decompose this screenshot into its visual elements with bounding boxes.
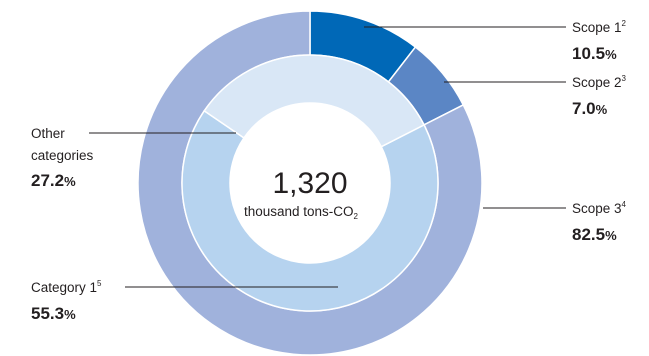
- label-scope-3: Scope 34: [572, 200, 627, 216]
- center-unit: thousand tons-CO2: [244, 204, 359, 221]
- label-scope-2: Scope 23: [572, 74, 627, 90]
- label-other-categories-line-1: Other: [31, 126, 65, 141]
- value-scope-2: 7.0%: [572, 99, 608, 118]
- label-scope-1: Scope 12: [572, 19, 627, 35]
- center-total: 1,320: [272, 167, 347, 200]
- value-category-1: 55.3%: [31, 304, 76, 323]
- value-other-categories: 27.2%: [31, 171, 76, 190]
- label-category-1: Category 15: [31, 279, 102, 295]
- value-scope-3: 82.5%: [572, 225, 617, 244]
- value-scope-1: 10.5%: [572, 44, 617, 63]
- label-other-categories-line-2: categories: [31, 148, 94, 163]
